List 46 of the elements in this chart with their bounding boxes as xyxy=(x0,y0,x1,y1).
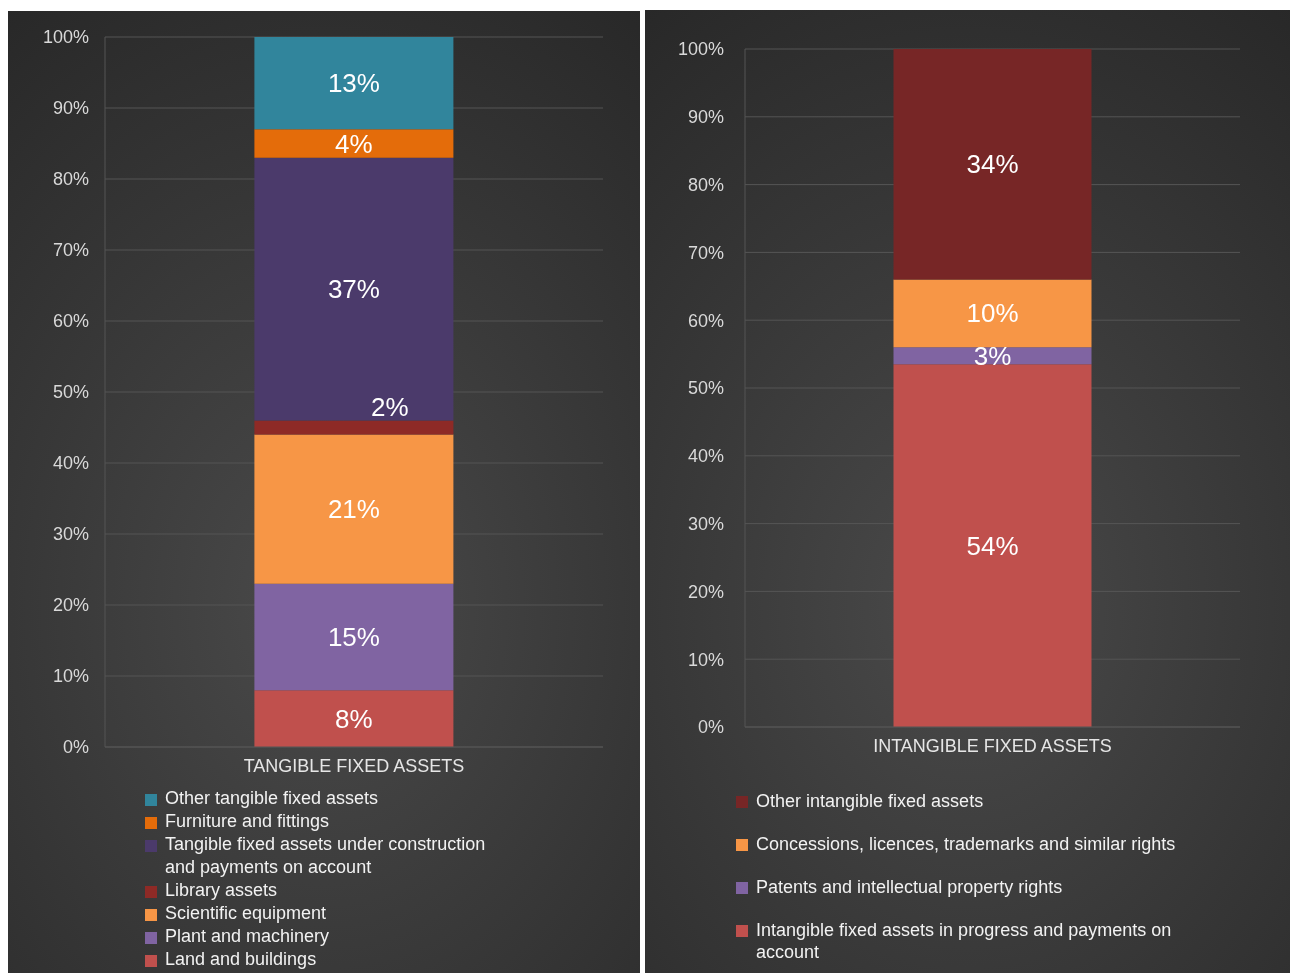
x-tick-label: TANGIBLE FIXED ASSETS xyxy=(243,755,465,776)
legend-label: Other intangible fixed assets xyxy=(756,790,985,812)
y-tick-label: 30% xyxy=(687,513,724,534)
y-tick-label: 10% xyxy=(687,649,724,670)
y-tick-label: 60% xyxy=(687,310,724,331)
legend-label: Land and buildings xyxy=(165,948,318,971)
y-tick-label: 40% xyxy=(52,453,89,474)
legend-label: Patents and intellectual property rights xyxy=(756,876,1064,898)
legend-label: Tangible fixed assets under construction and payments on account xyxy=(165,833,487,879)
data-label: 8% xyxy=(335,703,373,734)
data-label: 3% xyxy=(973,340,1012,371)
data-label: 15% xyxy=(327,621,380,652)
y-tick-label: 80% xyxy=(687,174,724,195)
y-tick-label: 10% xyxy=(52,666,89,687)
data-label: 4% xyxy=(335,128,373,159)
legend-label: Intangible fixed assets in progress and payments on account xyxy=(756,919,1173,963)
y-tick-label: 70% xyxy=(52,240,89,261)
legend-label: Other tangible fixed assets xyxy=(165,787,380,810)
y-tick-label: 20% xyxy=(52,595,89,616)
legend-label: Library assets xyxy=(165,879,279,902)
legend-label: Furniture and fittings xyxy=(165,810,331,833)
y-tick-label: 20% xyxy=(687,581,724,602)
y-tick-label: 50% xyxy=(687,378,724,399)
data-label: 2% xyxy=(370,392,409,423)
data-label: 37% xyxy=(327,274,380,305)
data-label: 21% xyxy=(327,494,380,525)
y-tick-label: 70% xyxy=(687,242,724,263)
y-tick-label: 40% xyxy=(687,446,724,467)
y-tick-label: 0% xyxy=(697,717,724,738)
legend-label: Concessions, licences, trademarks and similar rights xyxy=(756,833,1177,855)
x-tick-label: INTANGIBLE FIXED ASSETS xyxy=(873,735,1112,756)
y-tick-label: 50% xyxy=(52,382,89,403)
data-label: 13% xyxy=(327,68,380,99)
data-label: 54% xyxy=(966,530,1019,561)
y-tick-label: 30% xyxy=(52,524,89,545)
y-tick-label: 90% xyxy=(687,107,724,128)
y-tick-label: 100% xyxy=(42,27,89,48)
data-label: 10% xyxy=(966,298,1019,329)
y-tick-label: 90% xyxy=(52,98,89,119)
legend-label: Scientific equipment xyxy=(165,902,328,925)
y-tick-label: 100% xyxy=(677,39,724,60)
y-tick-label: 60% xyxy=(52,311,89,332)
data-label: 34% xyxy=(966,149,1019,180)
y-tick-label: 80% xyxy=(52,169,89,190)
y-tick-label: 0% xyxy=(62,737,89,758)
legend-label: Plant and machinery xyxy=(165,925,331,948)
